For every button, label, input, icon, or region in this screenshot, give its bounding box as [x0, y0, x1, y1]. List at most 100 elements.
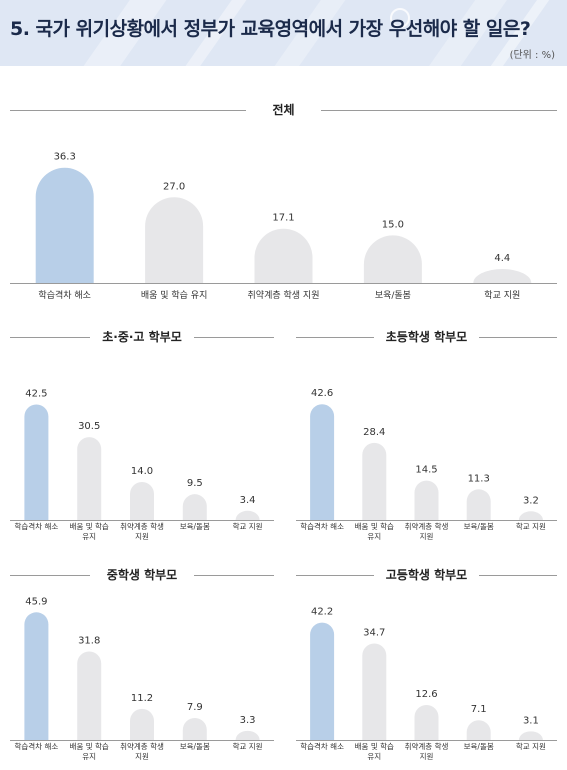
- bar-4: [466, 720, 491, 740]
- chart-panel-high-parents: 고등학생 학부모 42.2 학습격차 해소 34.7 배움 및 학습 유지 12.6 취약계…: [296, 565, 557, 770]
- bar-3: [130, 481, 154, 520]
- chart-title: 고등학생 학부모: [379, 568, 474, 582]
- value-label: 34.7: [363, 627, 385, 638]
- chart-panel-total: 전체 36.3 학습격차 해소 27.0 배움 및 학습 유지 17.1 취약계층 학생 …: [10, 100, 557, 310]
- bar-4: [182, 718, 207, 740]
- value-label: 4.4: [494, 253, 510, 264]
- bar-5: [235, 510, 260, 520]
- value-label: 3.2: [523, 495, 539, 506]
- value-label: 9.5: [187, 478, 203, 489]
- category-label: 학습격차 해소: [38, 289, 91, 301]
- bar-1: [310, 622, 335, 740]
- chart-panel-middle-parents: 중학생 학부모 45.9 학습격차 해소 31.8 배움 및 학습 유지 11.2 취약계층…: [10, 565, 274, 770]
- bar-2: [362, 643, 387, 740]
- bar-2: [362, 442, 387, 520]
- value-label: 15.0: [382, 219, 404, 230]
- category-label: 보육/돌봄: [464, 522, 494, 531]
- category-label: 배움 및 학습 유지: [70, 741, 109, 761]
- title-line-right: [321, 110, 557, 111]
- bar-chart-middle-parents: 45.9 학습격차 해소 31.8 배움 및 학습 유지 11.2 취약계층 학생 지원 7.9…: [10, 596, 274, 761]
- unit-label: (단위 : %): [509, 50, 555, 61]
- bar-1: [35, 167, 94, 283]
- page-title: 5. 국가 위기상황에서 정부가 교육영역에서 가장 우선해야 할 일은?: [10, 18, 531, 40]
- value-label: 45.9: [25, 596, 47, 607]
- value-label: 3.4: [240, 495, 256, 506]
- value-label: 42.6: [311, 388, 333, 399]
- value-label: 11.2: [131, 693, 153, 704]
- value-label: 3.3: [240, 715, 256, 726]
- chart-title: 초등학생 학부모: [379, 330, 474, 344]
- bar-3: [130, 708, 154, 740]
- bar-3: [414, 480, 439, 520]
- value-label: 42.2: [311, 607, 333, 618]
- bar-5: [473, 269, 532, 283]
- bar-2: [77, 651, 102, 740]
- category-label: 보육/돌봄: [464, 742, 494, 751]
- bar-5: [518, 511, 543, 520]
- category-label: 보육/돌봄: [375, 290, 411, 301]
- value-label: 12.6: [415, 689, 437, 700]
- bar-4: [466, 489, 491, 520]
- category-label: 취약계층 학생 지원: [120, 741, 164, 761]
- title-line-left: [10, 110, 246, 111]
- category-label: 보육/돌봄: [180, 522, 210, 531]
- bar-4: [363, 235, 422, 283]
- value-label: 36.3: [54, 152, 76, 163]
- category-label: 학교 지원: [516, 741, 546, 751]
- category-label: 취약계층 학생 지원: [120, 521, 164, 541]
- bar-2: [145, 197, 204, 283]
- value-label: 7.1: [471, 704, 487, 715]
- category-label: 학교 지원: [516, 521, 546, 531]
- category-label: 배움 및 학습 유지: [141, 289, 208, 301]
- value-label: 30.5: [78, 421, 100, 432]
- title-line-right: [479, 575, 557, 576]
- bar-1: [24, 404, 49, 520]
- title-line-right: [194, 337, 274, 338]
- value-label: 14.5: [415, 465, 437, 476]
- value-label: 42.5: [25, 389, 47, 400]
- chart-panel-all-parents: 초·중·고 학부모 42.5 학습격차 해소 30.5 배움 및 학습 유지 14.0 취약…: [10, 327, 274, 547]
- title-line-left: [10, 337, 90, 338]
- value-label: 3.1: [523, 715, 539, 726]
- header-decoration: [74, 0, 555, 66]
- bar-chart-total: 36.3 학습격차 해소 27.0 배움 및 학습 유지 17.1 취약계층 학생 지원 1…: [10, 152, 557, 301]
- page-header: 5. 국가 위기상황에서 정부가 교육영역에서 가장 우선해야 할 일은? (단…: [0, 0, 567, 66]
- title-line-right: [194, 575, 274, 576]
- value-label: 7.9: [187, 702, 203, 713]
- value-label: 11.3: [468, 473, 490, 484]
- category-label: 취약계층 학생 지원: [405, 521, 449, 541]
- title-line-left: [296, 337, 374, 338]
- value-label: 14.0: [131, 466, 153, 477]
- value-label: 27.0: [163, 181, 185, 192]
- bar-chart-all-parents: 42.5 학습격차 해소 30.5 배움 및 학습 유지 14.0 취약계층 학생 지원 9.5…: [10, 389, 274, 541]
- category-label: 학습격차 해소: [300, 741, 344, 751]
- bar-1: [24, 612, 49, 740]
- chart-title: 초·중·고 학부모: [96, 330, 188, 344]
- category-label: 배움 및 학습 유지: [70, 521, 109, 541]
- value-label: 31.8: [78, 636, 100, 647]
- title-line-left: [296, 575, 374, 576]
- category-label: 취약계층 학생 지원: [405, 741, 449, 761]
- bar-2: [77, 437, 102, 520]
- category-label: 취약계층 학생 지원: [248, 289, 320, 301]
- category-label: 학교 지원: [484, 290, 520, 301]
- category-label: 배움 및 학습 유지: [355, 741, 394, 761]
- title-line-right: [479, 337, 557, 338]
- title-line-left: [10, 575, 90, 576]
- value-label: 17.1: [272, 213, 294, 224]
- chart-panel-elementary-parents: 초등학생 학부모 42.6 학습격차 해소 28.4 배움 및 학습 유지 14.5 취약계…: [296, 327, 557, 547]
- category-label: 학습격차 해소: [15, 521, 59, 531]
- chart-title: 전체: [266, 103, 301, 117]
- category-label: 보육/돌봄: [180, 742, 210, 751]
- chart-title: 중학생 학부모: [100, 568, 184, 582]
- bar-chart-elementary-parents: 42.6 학습격차 해소 28.4 배움 및 학습 유지 14.5 취약계층 학생 지원 11.…: [296, 388, 557, 541]
- bar-4: [182, 494, 207, 520]
- category-label: 학교 지원: [233, 521, 263, 531]
- bar-1: [310, 404, 335, 520]
- bar-chart-high-parents: 42.2 학습격차 해소 34.7 배움 및 학습 유지 12.6 취약계층 학생 지원 7.1…: [296, 607, 557, 761]
- bar-3: [414, 704, 439, 740]
- category-label: 학습격차 해소: [300, 521, 344, 531]
- category-label: 학습격차 해소: [15, 741, 59, 751]
- category-label: 배움 및 학습 유지: [355, 521, 394, 541]
- category-label: 학교 지원: [233, 741, 263, 751]
